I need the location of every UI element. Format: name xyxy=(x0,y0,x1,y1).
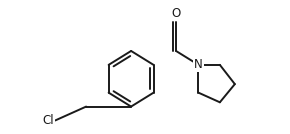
Text: O: O xyxy=(171,7,181,20)
Text: N: N xyxy=(194,58,203,71)
Text: Cl: Cl xyxy=(42,114,54,127)
